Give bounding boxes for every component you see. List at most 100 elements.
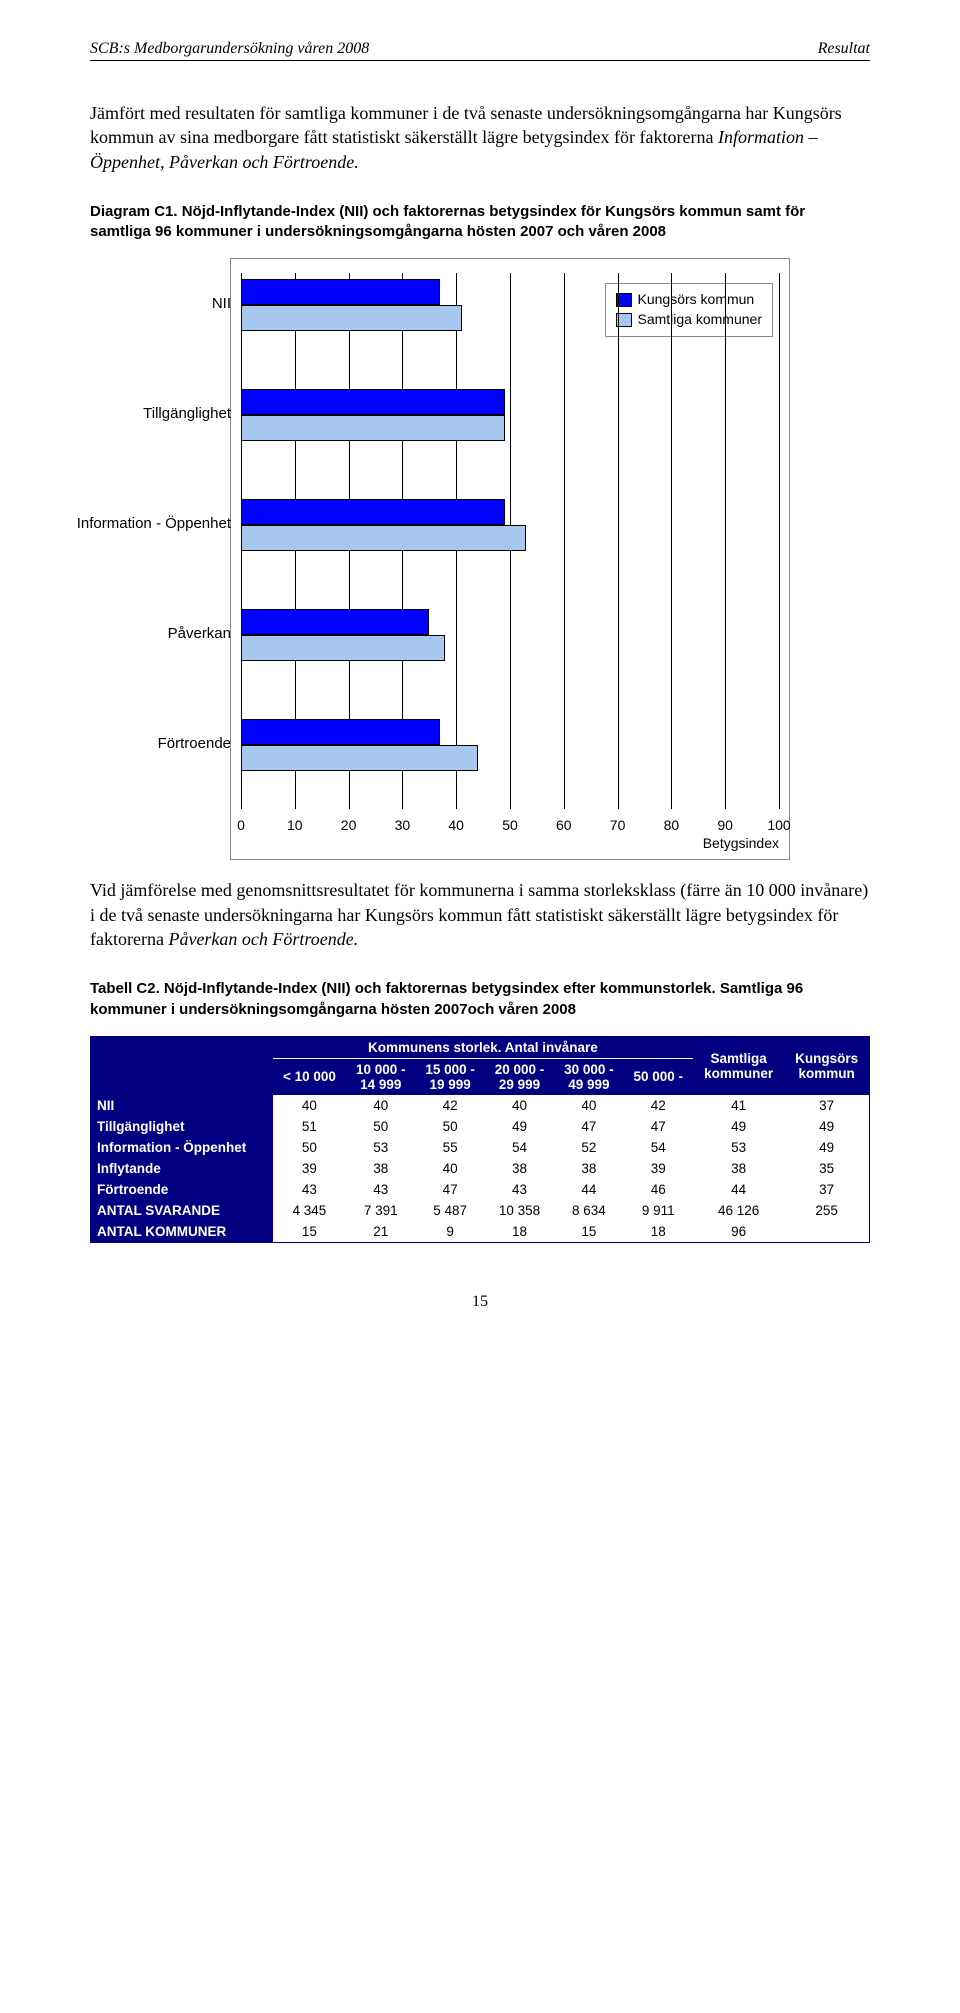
diagram-caption: Diagram C1. Nöjd-Inflytande-Index (NII) …: [90, 202, 870, 243]
x-tick-label: 70: [610, 817, 626, 833]
table-cell: 41: [693, 1095, 784, 1116]
bar-group: NII: [241, 277, 779, 341]
x-tick-label: 50: [502, 817, 518, 833]
table-cell: 15: [554, 1221, 623, 1242]
table-row: Förtroende4343474344464437: [91, 1179, 869, 1200]
table-cell: 53: [346, 1137, 415, 1158]
row-label: Inflytande: [91, 1158, 273, 1179]
category-label: Förtroende: [31, 735, 231, 752]
table-cell: 50: [346, 1116, 415, 1137]
bar: [241, 609, 429, 635]
table-col-header: 20 000 -29 999: [485, 1058, 554, 1095]
table-cell: 40: [554, 1095, 623, 1116]
table-cell: 49: [485, 1116, 554, 1137]
row-label: ANTAL SVARANDE: [91, 1200, 273, 1221]
after-chart-paragraph: Vid jämförelse med genomsnittsresultatet…: [90, 878, 870, 951]
category-label: Tillgänglighet: [31, 405, 231, 422]
table-cell: 37: [784, 1095, 869, 1116]
table-col-header: Samtligakommuner: [693, 1037, 784, 1095]
x-tick-label: 30: [395, 817, 411, 833]
x-tick-label: 20: [341, 817, 357, 833]
table-col-header: 50 000 -: [624, 1058, 693, 1095]
data-table: Kommunens storlek. Antal invånareSamtlig…: [90, 1036, 870, 1243]
table-cell: 39: [624, 1158, 693, 1179]
table-cell: 40: [273, 1095, 346, 1116]
bar: [241, 635, 445, 661]
table-cell: 47: [554, 1116, 623, 1137]
table-row: ANTAL KOMMUNER1521918151896: [91, 1221, 869, 1242]
table-cell: 15: [273, 1221, 346, 1242]
x-tick-label: 40: [448, 817, 464, 833]
table-cell: 255: [784, 1200, 869, 1221]
table-cell: 39: [273, 1158, 346, 1179]
table-cell: 51: [273, 1116, 346, 1137]
x-axis-labels: 0102030405060708090100: [241, 813, 779, 833]
x-tick-label: 10: [287, 817, 303, 833]
category-label: Information - Öppenhet: [31, 515, 231, 532]
table-cell: 10 358: [485, 1200, 554, 1221]
row-label: Förtroende: [91, 1179, 273, 1200]
table-cell: 7 391: [346, 1200, 415, 1221]
bar: [241, 499, 505, 525]
table-cell: 9 911: [624, 1200, 693, 1221]
x-tick-label: 0: [237, 817, 245, 833]
after-italic: Påverkan och Förtroende.: [168, 929, 358, 949]
table-cell: 50: [273, 1137, 346, 1158]
table-row: Information - Öppenhet5053555452545349: [91, 1137, 869, 1158]
table-cell: 40: [415, 1158, 484, 1179]
bar-group: Information - Öppenhet: [241, 497, 779, 561]
table-cell: 47: [624, 1116, 693, 1137]
row-label: Information - Öppenhet: [91, 1137, 273, 1158]
x-axis-title: Betygsindex: [241, 835, 779, 851]
table-col-header: Kungsörskommun: [784, 1037, 869, 1095]
page-header: SCB:s Medborgarundersökning våren 2008 R…: [90, 40, 870, 61]
table-cell: 37: [784, 1179, 869, 1200]
table-col-header: 30 000 -49 999: [554, 1058, 623, 1095]
table-cell: 43: [346, 1179, 415, 1200]
table-cell: 4 345: [273, 1200, 346, 1221]
table-cell: 49: [784, 1116, 869, 1137]
table-cell: 43: [485, 1179, 554, 1200]
category-label: Påverkan: [31, 625, 231, 642]
table-cell: 18: [485, 1221, 554, 1242]
table-cell: 42: [624, 1095, 693, 1116]
row-label: Tillgänglighet: [91, 1116, 273, 1137]
table-cell: 44: [554, 1179, 623, 1200]
table-row: Tillgänglighet5150504947474949: [91, 1116, 869, 1137]
table-cell: 18: [624, 1221, 693, 1242]
bar: [241, 719, 440, 745]
x-tick-label: 90: [717, 817, 733, 833]
table-cell: 44: [693, 1179, 784, 1200]
bar: [241, 305, 462, 331]
x-tick-label: 100: [767, 817, 790, 833]
bar: [241, 389, 505, 415]
bar-group: Tillgänglighet: [241, 387, 779, 451]
table-cell: 46 126: [693, 1200, 784, 1221]
table-cell: 49: [784, 1137, 869, 1158]
table-cell: 40: [485, 1095, 554, 1116]
bar-chart: Kungsörs kommunSamtliga kommuner 0102030…: [230, 258, 790, 860]
table-caption: Tabell C2. Nöjd-Inflytande-Index (NII) o…: [90, 979, 870, 1020]
row-label: ANTAL KOMMUNER: [91, 1221, 273, 1242]
table-super-header: Kommunens storlek. Antal invånare: [273, 1037, 693, 1059]
table-cell: [784, 1221, 869, 1242]
table-col-header: 10 000 -14 999: [346, 1058, 415, 1095]
table-cell: 38: [485, 1158, 554, 1179]
table-cell: 50: [415, 1116, 484, 1137]
bar: [241, 279, 440, 305]
table-cell: 42: [415, 1095, 484, 1116]
intro-paragraph: Jämfört med resultaten för samtliga komm…: [90, 101, 870, 174]
header-right: Resultat: [818, 40, 870, 58]
table-row: Inflytande3938403838393835: [91, 1158, 869, 1179]
bar: [241, 525, 526, 551]
row-label: NII: [91, 1095, 273, 1116]
header-left: SCB:s Medborgarundersökning våren 2008: [90, 40, 369, 58]
table-cell: 54: [485, 1137, 554, 1158]
table-col-header: 15 000 -19 999: [415, 1058, 484, 1095]
bar-group: Förtroende: [241, 717, 779, 781]
table-cell: 38: [554, 1158, 623, 1179]
grid-line: [779, 273, 780, 809]
x-tick-label: 80: [664, 817, 680, 833]
table-cell: 5 487: [415, 1200, 484, 1221]
bar-group: Påverkan: [241, 607, 779, 671]
